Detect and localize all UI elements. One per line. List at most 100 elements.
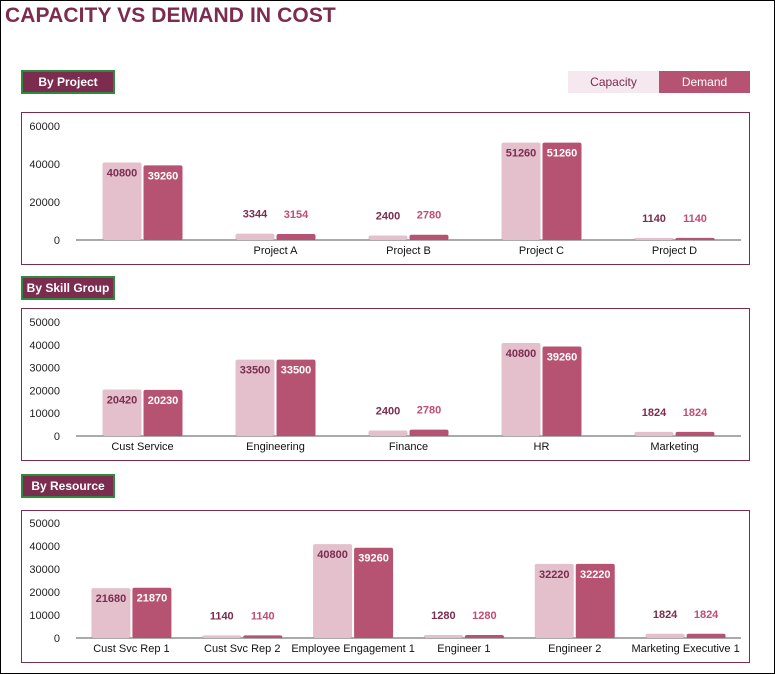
demand-data-label: 33500 [281, 365, 312, 377]
capacity-bar[interactable] [634, 237, 674, 240]
demand-bar[interactable] [132, 587, 172, 638]
capacity-bar[interactable] [102, 162, 142, 240]
demand-bar[interactable] [276, 359, 316, 436]
category-label: Project C [519, 245, 564, 257]
demand-bar[interactable] [409, 429, 449, 436]
capacity-bar[interactable] [501, 342, 541, 436]
y-tick-label: 40000 [29, 159, 60, 171]
category-label: Engineer 1 [437, 643, 490, 655]
chart-by-skill-group-svg: 0 10000 20000 30000 40000 50000 20420 20230 Cust… [29, 317, 741, 453]
demand-data-label: 51260 [547, 148, 578, 160]
y-tick-label: 30000 [29, 363, 60, 375]
y-tick-label: 20000 [29, 197, 60, 209]
demand-data-label: 39260 [547, 351, 578, 363]
demand-data-label: 39260 [358, 553, 389, 565]
chart-by-resource-svg: 0 10000 20000 30000 40000 50000 21680 21870 Cust… [29, 518, 741, 655]
capacity-data-label: 1824 [642, 407, 667, 419]
capacity-data-label: 1824 [653, 609, 678, 621]
legend: Capacity Demand [568, 71, 750, 93]
y-tick-label: 60000 [29, 121, 60, 133]
capacity-data-label: 20420 [107, 394, 138, 406]
by-skill-group-button[interactable]: By Skill Group [21, 276, 115, 300]
by-project-button[interactable]: By Project [21, 70, 115, 94]
category-label: Engineer 2 [548, 643, 601, 655]
demand-bar[interactable] [464, 635, 504, 638]
category-label: Cust Svc Rep 1 [93, 643, 169, 655]
demand-bar[interactable] [542, 142, 582, 240]
category-label: Finance [389, 441, 428, 453]
capacity-bar[interactable] [534, 563, 574, 638]
demand-data-label: 20230 [148, 395, 179, 407]
capacity-bar[interactable] [91, 588, 131, 638]
demand-bar[interactable] [143, 165, 183, 240]
capacity-bar[interactable] [313, 544, 353, 638]
chart-by-skill-group: 0 10000 20000 30000 40000 50000 20420 20230 Cust… [21, 308, 750, 461]
capacity-bar[interactable] [202, 635, 242, 638]
demand-data-label: 1140 [251, 610, 275, 622]
capacity-data-label: 40800 [107, 167, 138, 179]
demand-bar[interactable] [409, 234, 449, 240]
demand-data-label: 1824 [683, 407, 708, 419]
demand-bar[interactable] [276, 234, 316, 240]
demand-bar[interactable] [675, 237, 715, 240]
demand-data-label: 1140 [683, 213, 707, 225]
capacity-data-label: 1140 [642, 213, 666, 225]
category-label: Marketing [650, 441, 698, 453]
capacity-bar[interactable] [423, 635, 463, 638]
demand-bar[interactable] [686, 633, 726, 638]
demand-data-label: 39260 [148, 170, 179, 182]
capacity-data-label: 51260 [506, 148, 537, 160]
category-label: Cust Svc Rep 2 [204, 643, 280, 655]
legend-capacity[interactable]: Capacity [568, 71, 659, 93]
page-title: CAPACITY VS DEMAND IN COST [5, 4, 336, 27]
y-tick-label: 0 [54, 235, 60, 247]
demand-bar[interactable] [575, 563, 615, 638]
capacity-bar[interactable] [645, 633, 685, 638]
category-label: Project D [652, 245, 697, 257]
category-label: Cust Service [111, 441, 173, 453]
demand-data-label: 32220 [580, 569, 611, 581]
by-resource-button[interactable]: By Resource [21, 474, 115, 498]
y-tick-label: 0 [54, 431, 60, 443]
y-tick-label: 50000 [29, 518, 60, 530]
y-tick-label: 10000 [29, 408, 60, 420]
y-tick-label: 10000 [29, 610, 60, 622]
demand-bar[interactable] [675, 431, 715, 436]
y-tick-label: 40000 [29, 541, 60, 553]
capacity-data-label: 2400 [376, 210, 400, 222]
demand-data-label: 21870 [137, 593, 168, 605]
capacity-bar[interactable] [235, 233, 275, 240]
capacity-bar[interactable] [368, 235, 408, 240]
demand-data-label: 2780 [417, 405, 441, 417]
capacity-bar[interactable] [235, 359, 275, 436]
demand-bar[interactable] [243, 635, 283, 638]
demand-bar[interactable] [143, 389, 183, 436]
y-tick-label: 40000 [29, 340, 60, 352]
demand-bar[interactable] [354, 547, 394, 638]
chart-by-project-svg: 0 20000 40000 60000 40800 39260 3344 3154 Projec… [29, 121, 741, 257]
demand-data-label: 1824 [694, 609, 719, 621]
category-label: Project B [386, 245, 431, 257]
capacity-bar[interactable] [634, 431, 674, 436]
capacity-data-label: 1280 [431, 610, 455, 622]
category-label: HR [534, 441, 550, 453]
category-label: Engineering [246, 441, 305, 453]
y-tick-label: 30000 [29, 564, 60, 576]
demand-data-label: 2780 [417, 210, 441, 222]
capacity-data-label: 2400 [376, 406, 400, 418]
legend-demand[interactable]: Demand [659, 71, 750, 93]
capacity-data-label: 40800 [317, 549, 348, 561]
demand-data-label: 3154 [284, 209, 309, 221]
category-label: Employee Engagement 1 [291, 643, 415, 655]
capacity-bar[interactable] [501, 142, 541, 240]
capacity-bar[interactable] [102, 389, 142, 436]
capacity-bar[interactable] [368, 430, 408, 436]
capacity-data-label: 33500 [240, 365, 271, 377]
y-tick-label: 50000 [29, 317, 60, 329]
y-tick-label: 0 [54, 633, 60, 645]
y-tick-label: 20000 [29, 385, 60, 397]
capacity-data-label: 3344 [243, 209, 268, 221]
category-label: Marketing Executive 1 [631, 643, 739, 655]
y-tick-label: 20000 [29, 587, 60, 599]
demand-bar[interactable] [542, 346, 582, 436]
